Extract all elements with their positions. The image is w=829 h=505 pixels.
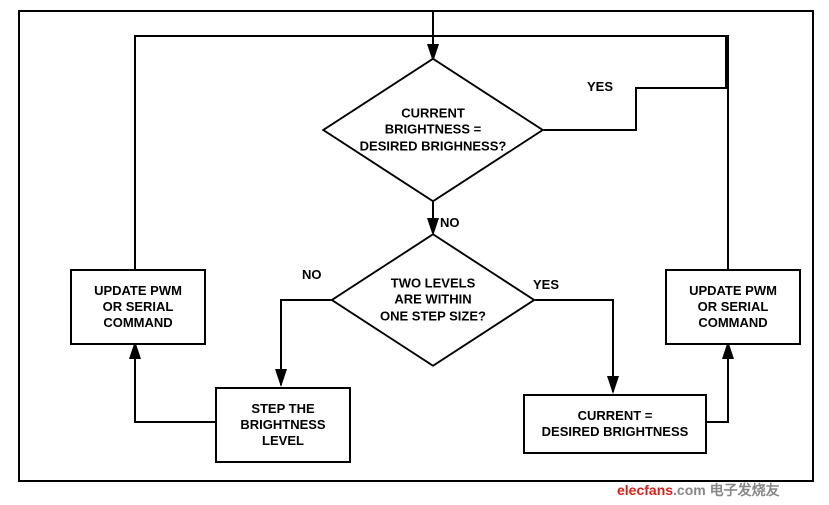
watermark-gray2: 电子发烧友	[706, 482, 780, 498]
box-current-equals-desired: CURRENT =DESIRED BRIGHTNESS	[523, 394, 707, 454]
box-step-brightness: STEP THEBRIGHTNESSLEVEL	[215, 387, 351, 463]
decision-current-equals-desired: CURRENTBRIGHTNESS =DESIRED BRIGHNESS?	[368, 65, 498, 195]
update-right-label: UPDATE PWMOR SERIALCOMMAND	[689, 283, 777, 332]
watermark-gray1: .com	[673, 482, 706, 498]
watermark: elecfans.com 电子发烧友	[617, 480, 780, 500]
edge-label-d1-yes: YES	[587, 79, 613, 94]
flowchart-container: CURRENTBRIGHTNESS =DESIRED BRIGHNESS? TW…	[0, 0, 829, 505]
watermark-red: elecfans	[617, 482, 673, 498]
box-update-pwm-right: UPDATE PWMOR SERIALCOMMAND	[665, 269, 801, 345]
decision1-label: CURRENTBRIGHTNESS =DESIRED BRIGHNESS?	[342, 106, 524, 155]
edge-label-d2-yes: YES	[533, 277, 559, 292]
edge-label-d1-no: NO	[440, 215, 460, 230]
box-update-pwm-left: UPDATE PWMOR SERIALCOMMAND	[70, 269, 206, 345]
update-left-label: UPDATE PWMOR SERIALCOMMAND	[94, 283, 182, 332]
step-brightness-label: STEP THEBRIGHTNESSLEVEL	[240, 401, 325, 450]
decision2-label: TWO LEVELSARE WITHINONE STEP SIZE?	[349, 276, 517, 325]
decision-within-one-step: TWO LEVELSARE WITHINONE STEP SIZE?	[373, 240, 493, 360]
current-desired-label: CURRENT =DESIRED BRIGHTNESS	[542, 408, 689, 441]
flowchart-frame: CURRENTBRIGHTNESS =DESIRED BRIGHNESS? TW…	[18, 10, 814, 482]
edge-label-d2-no: NO	[302, 267, 322, 282]
